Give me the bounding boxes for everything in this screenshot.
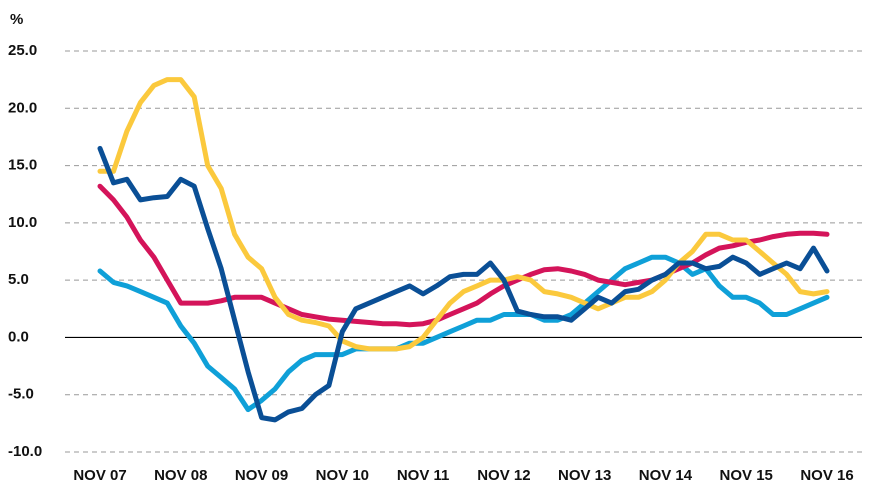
x-tick-label: NOV 08 <box>154 467 207 484</box>
y-tick-label: 20.0 <box>8 99 37 116</box>
y-tick-label: -5.0 <box>8 386 34 403</box>
y-tick-label: 25.0 <box>8 42 37 59</box>
x-tick-label: NOV 14 <box>639 467 693 484</box>
series-line <box>97 77 830 352</box>
x-tick-label: NOV 10 <box>316 467 369 484</box>
y-tick-label: 15.0 <box>8 157 37 174</box>
x-tick-label: NOV 09 <box>235 467 288 484</box>
y-tick-label: 10.0 <box>8 214 37 231</box>
y-tick-label: -10.0 <box>8 443 42 460</box>
x-tick-label: NOV 11 <box>397 467 450 484</box>
x-tick-label: NOV 13 <box>558 467 611 484</box>
series-line <box>97 145 830 423</box>
x-tick-label: NOV 12 <box>477 467 530 484</box>
y-tick-label: 0.0 <box>8 328 29 345</box>
x-tick-label: NOV 16 <box>800 467 853 484</box>
x-tick-label: NOV 07 <box>73 467 126 484</box>
series-line <box>97 183 830 328</box>
x-tick-label: NOV 15 <box>720 467 773 484</box>
y-axis-label: % <box>10 11 23 28</box>
y-tick-label: 5.0 <box>8 271 29 288</box>
